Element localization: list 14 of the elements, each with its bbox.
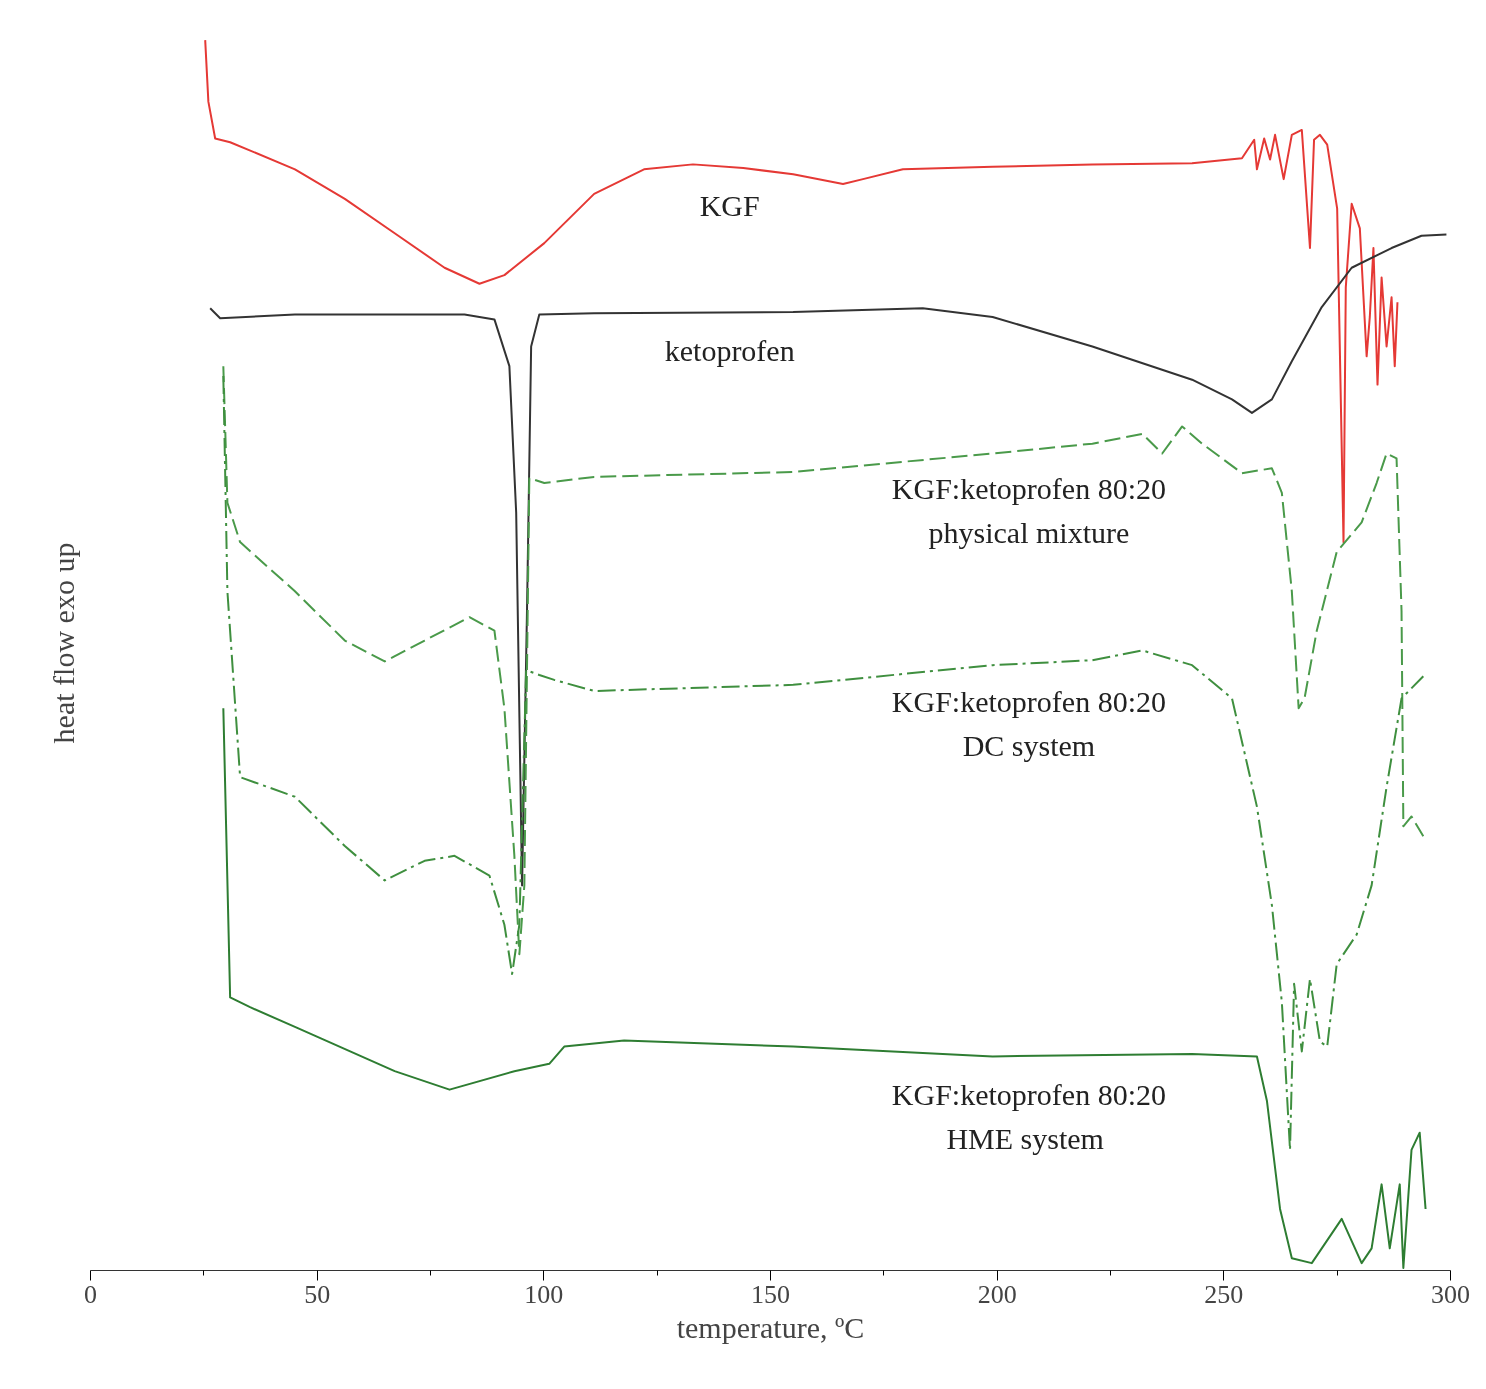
x-tick-label: 50 (304, 1279, 331, 1309)
series-label: KGF:ketoprofen 80:20 DC system (891, 685, 1166, 763)
y-axis-title: heat flow exo up (46, 542, 80, 744)
x-tick-label: 250 (1204, 1279, 1244, 1309)
series-label: KGF:ketoprofen 80:20 physical mixture (891, 471, 1166, 549)
x-tick-label: 100 (524, 1279, 564, 1309)
x-tick-label: 150 (751, 1279, 790, 1309)
x-tick-label: 0 (84, 1279, 97, 1309)
series-label: KGF (699, 189, 760, 223)
series-label: KGF:ketoprofen 80:20 HME system (891, 1077, 1166, 1155)
x-tick-label: 300 (1431, 1279, 1470, 1309)
x-axis-title: temperature, ºC (676, 1310, 865, 1344)
series-label: ketoprofen (664, 334, 795, 368)
x-tick-label: 200 (977, 1279, 1017, 1309)
